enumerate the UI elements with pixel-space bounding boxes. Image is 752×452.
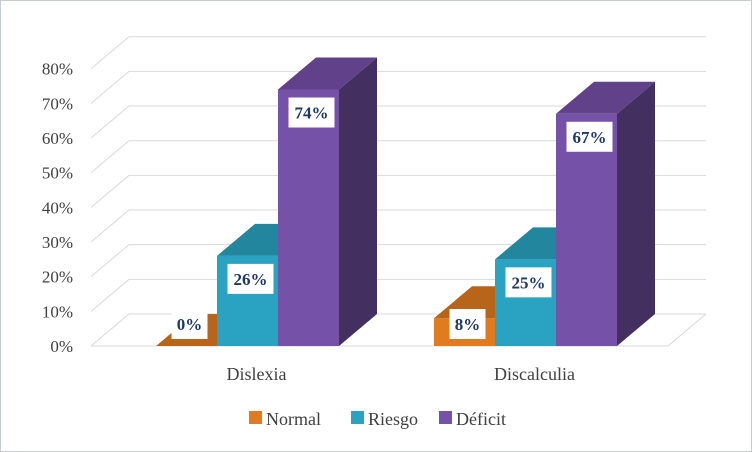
data-label-box [227,263,274,294]
data-label: 26% [227,263,274,294]
data-label-text: 67% [573,128,607,147]
bar-front [278,89,339,347]
y-axis-ticks: 0% 10% 20% 30% 40% 50% 60% 70% 80% [42,60,73,356]
gridline-side [90,105,130,139]
y-tick-label: 30% [42,233,73,252]
y-tick-label: 40% [42,198,73,217]
y-tick-label: 70% [42,94,73,113]
data-label: 8% [449,309,486,339]
bar-déficit-dislexia [278,57,377,347]
data-label-text: 0% [177,315,203,334]
data-label: 67% [566,121,613,152]
gridline-side [90,174,130,208]
data-label-box [288,97,335,128]
gridline-side [90,244,130,278]
x-category-label: Dislexia [227,364,287,384]
y-tick-label: 0% [50,337,73,356]
data-label-box [505,267,552,298]
bar-déficit-discalculia [556,81,655,346]
data-label-text: 25% [512,273,546,292]
data-label-text: 26% [234,270,268,289]
legend-label-normal: Normal [266,409,321,429]
legend-swatch-normal [249,411,262,424]
legend-label-riesgo: Riesgo [368,409,418,429]
y-tick-label: 80% [42,60,73,79]
data-labels: 0% 26% 74% 8% 25% 67% [171,97,613,339]
bar-front [556,113,617,346]
bar-top [278,57,377,90]
bar-side [617,81,655,346]
bar-side [339,57,377,347]
gridline-side [90,209,130,243]
legend-swatch-riesgo [351,411,364,424]
gridline-side [90,70,130,104]
data-label-text: 74% [295,104,329,123]
gridline-side [90,36,130,70]
gridline-side [90,278,130,312]
legend-label-déficit: Déficit [456,409,506,429]
x-category-label: Discalculia [494,364,575,384]
data-label: 25% [505,267,552,298]
data-label: 74% [288,97,335,128]
data-label-text: 8% [455,315,481,334]
legend: Normal Riesgo Déficit [249,409,506,429]
bar-top [556,81,655,114]
data-label: 0% [171,309,208,339]
data-label-box [449,309,486,339]
gridline-side [90,140,130,174]
bars [156,57,655,347]
y-tick-label: 60% [42,129,73,148]
y-tick-label: 50% [42,164,73,183]
y-tick-label: 20% [42,268,73,287]
data-label-box [171,309,208,339]
legend-swatch-déficit [439,411,452,424]
y-tick-label: 10% [42,302,73,321]
data-label-box [566,121,613,152]
floor-side-edge [667,313,707,347]
gridline-side [90,313,130,347]
